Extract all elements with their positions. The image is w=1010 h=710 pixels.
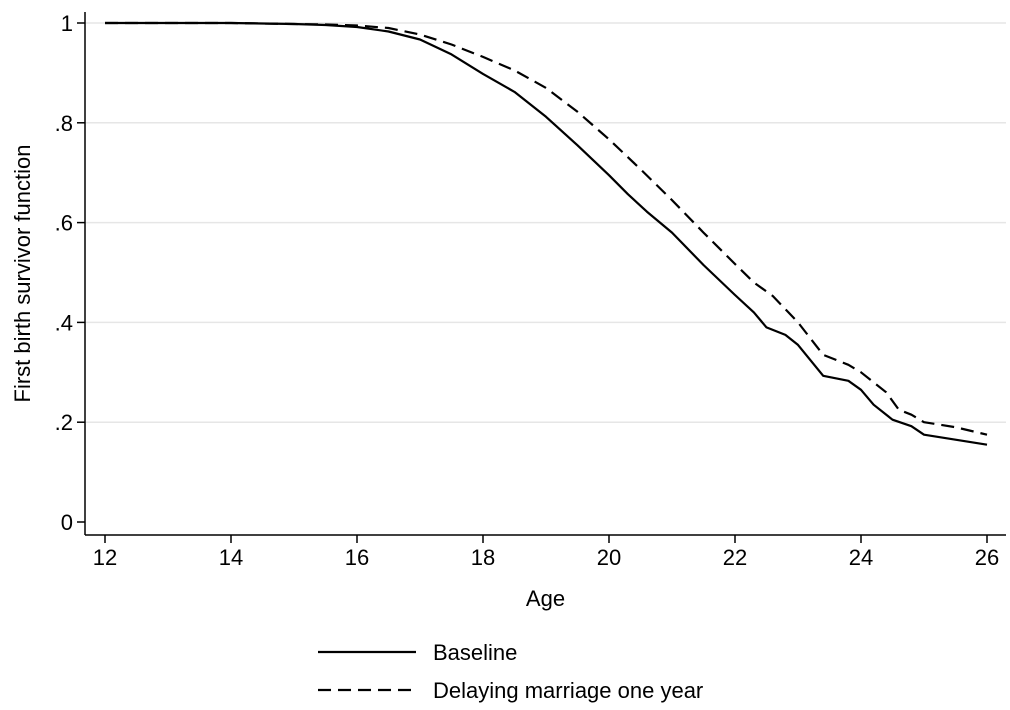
y-tick-label: .6: [55, 211, 73, 236]
x-tick-label: 24: [849, 545, 873, 570]
legend-label: Delaying marriage one year: [433, 678, 703, 703]
series: [105, 21, 988, 446]
x-tick-label: 26: [975, 545, 999, 570]
y-tick-label: .4: [55, 310, 73, 335]
series-line-baseline: [105, 21, 988, 446]
series-line-delayed-marriage: [105, 21, 988, 436]
axes: [84, 12, 1006, 536]
legend-label: Baseline: [433, 640, 517, 665]
x-axis-title: Age: [526, 586, 565, 611]
x-tick-label: 14: [219, 545, 243, 570]
y-tick-label: .2: [55, 410, 73, 435]
grid-lines: [85, 22, 1006, 423]
y-tick-label: 1: [61, 11, 73, 36]
y-tick-label: 0: [61, 510, 73, 535]
x-tick-label: 20: [597, 545, 621, 570]
y-axis-title: First birth survivor function: [10, 145, 35, 403]
x-tick-label: 22: [723, 545, 747, 570]
y-tick-label: .8: [55, 111, 73, 136]
x-tick-label: 12: [93, 545, 117, 570]
legend: Baseline Delaying marriage one year: [318, 640, 703, 703]
x-tick-label: 16: [345, 545, 369, 570]
ticks: 0 .2 .4 .6 .8 1 12 14 16 18 20 22 24 26: [55, 11, 1000, 570]
x-tick-label: 18: [471, 545, 495, 570]
